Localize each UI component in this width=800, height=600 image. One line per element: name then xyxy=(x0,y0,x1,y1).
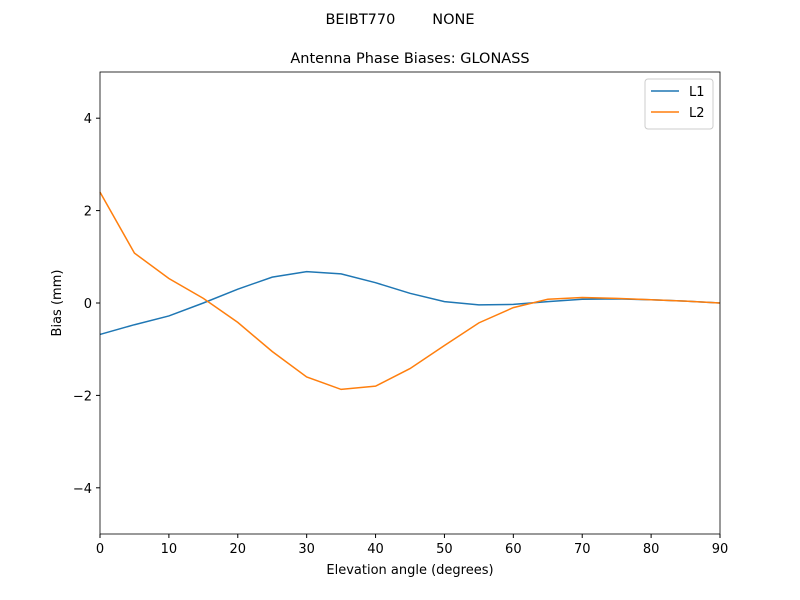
y-tick-label: 4 xyxy=(84,112,92,127)
y-axis-label: Bias (mm) xyxy=(50,270,65,337)
x-tick-label: 10 xyxy=(161,542,178,557)
x-tick-label: 70 xyxy=(574,542,591,557)
x-tick-label: 80 xyxy=(643,542,660,557)
x-axis-label: Elevation angle (degrees) xyxy=(326,563,493,578)
y-tick-label: 0 xyxy=(84,297,92,312)
x-tick-label: 40 xyxy=(367,542,384,557)
legend-label: L2 xyxy=(689,106,705,121)
plot-frame xyxy=(99,71,721,535)
x-tick-label: 20 xyxy=(230,542,247,557)
legend-label: L1 xyxy=(689,85,705,100)
x-tick-label: 30 xyxy=(298,542,315,557)
y-tick-label: −2 xyxy=(73,389,92,404)
y-tick-label: −4 xyxy=(73,482,92,497)
x-tick-label: 90 xyxy=(712,542,729,557)
series-line xyxy=(99,191,721,391)
y-tick-label: 2 xyxy=(84,205,92,220)
x-tick-label: 60 xyxy=(505,542,522,557)
suptitle: BEIBT770 NONE xyxy=(325,12,474,28)
x-tick-label: 0 xyxy=(96,542,104,557)
chart-title: Antenna Phase Biases: GLONASS xyxy=(290,51,529,67)
x-tick-label: 50 xyxy=(436,542,453,557)
